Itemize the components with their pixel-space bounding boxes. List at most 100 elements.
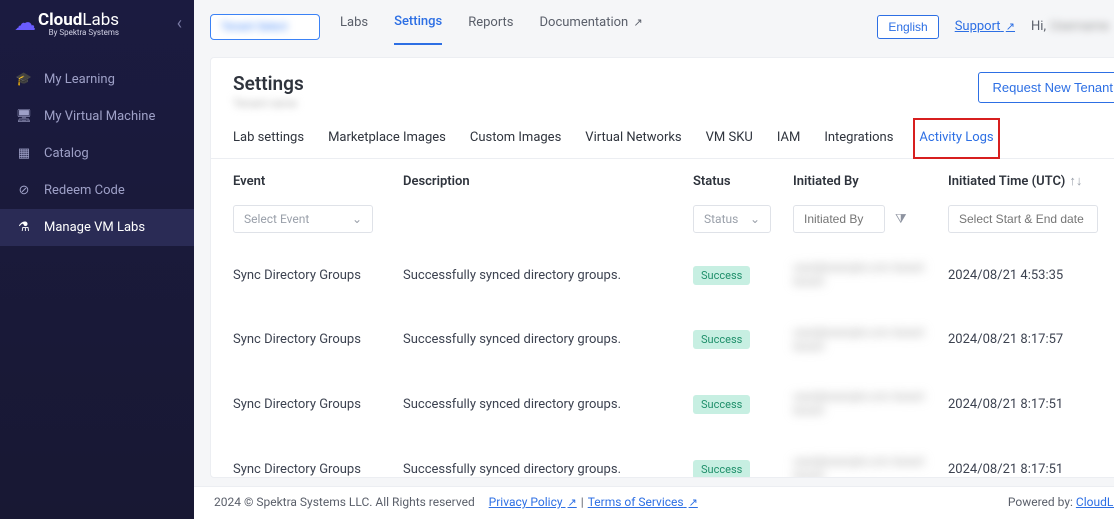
terms-link[interactable]: Terms of Services ↗ <box>588 495 698 509</box>
sidebar-item-manage-vm-labs[interactable]: ⚗Manage VM Labs <box>0 209 194 246</box>
filter-event-select[interactable]: Select Event ⌄ <box>233 205 373 233</box>
cell-event: Sync Directory Groups <box>233 397 403 412</box>
subtab-integrations[interactable]: Integrations <box>824 120 893 158</box>
th-description: Description <box>403 174 693 189</box>
page-subtitle-blurred: Tenant name <box>233 97 304 110</box>
th-initiated-by: Initiated By <box>793 174 948 189</box>
greeting-prefix: Hi, <box>1031 19 1046 34</box>
privacy-policy-label: Privacy Policy <box>489 495 563 509</box>
filter-event-placeholder: Select Event <box>244 212 309 226</box>
table-row: Sync Directory GroupsSuccessfully synced… <box>233 372 1114 437</box>
cell-event: Sync Directory Groups <box>233 332 403 347</box>
sidebar-header: ☁ CloudLabs By Spektra Systems ‹ <box>0 0 194 49</box>
powered-by-link[interactable]: CloudLabs ↗ <box>1076 495 1114 509</box>
sort-icon: ↑↓ <box>1069 173 1082 189</box>
cloud-icon: ☁ <box>14 11 36 36</box>
cell-initiated-by-blurred: user@example.com tenanttenant <box>793 326 948 355</box>
settings-panel: Settings Tenant name Request New Tenant … <box>210 57 1114 478</box>
cell-time: 2024/08/21 8:17:51 <box>948 462 1114 477</box>
nav-icon: ▦ <box>16 146 32 161</box>
status-badge: Success <box>693 460 750 477</box>
table-row: Sync Directory GroupsSuccessfully synced… <box>233 308 1114 373</box>
subtab-activity-logs[interactable]: Activity Logs <box>913 118 999 159</box>
sidebar-item-label: Redeem Code <box>44 183 125 198</box>
nav-icon: 🎓 <box>16 72 32 87</box>
chevron-down-icon: ⌄ <box>750 212 760 226</box>
support-link[interactable]: Support ↗ <box>955 19 1015 34</box>
nav-icon: ⊘ <box>16 183 32 198</box>
subtab-custom-images[interactable]: Custom Images <box>470 120 561 158</box>
sidebar-item-redeem-code[interactable]: ⊘ Redeem Code <box>0 172 194 209</box>
brand-logo[interactable]: ☁ CloudLabs By Spektra Systems <box>14 10 119 37</box>
table-row: Sync Directory GroupsSuccessfully synced… <box>233 243 1114 308</box>
status-badge: Success <box>693 395 750 414</box>
support-link-label: Support <box>955 19 1001 34</box>
cell-description: Successfully synced directory groups. <box>403 397 693 412</box>
cell-initiated-by-blurred: user@example.com tenanttenant <box>793 261 948 290</box>
cell-initiated-by-blurred: user@example.com tenanttenant <box>793 390 948 419</box>
topnav-settings[interactable]: Settings <box>394 8 442 45</box>
table-filter-row: Select Event ⌄ Status ⌄ ⧩ <box>233 189 1114 243</box>
sidebar-item-my-virtual-machine[interactable]: 🖥My Virtual Machine <box>0 98 194 135</box>
th-initiated-time[interactable]: Initiated Time (UTC) ↑↓ <box>948 173 1114 189</box>
powered-by-label: CloudLabs <box>1076 495 1114 509</box>
status-badge: Success <box>693 266 750 285</box>
chevron-down-icon: ⌄ <box>352 212 362 226</box>
table-header-row: Event Description Status Initiated By In… <box>233 173 1114 189</box>
tenant-select-value-blurred: Tenant Select <box>221 20 288 33</box>
footer-copyright: 2024 © Spektra Systems LLC. All Rights r… <box>214 495 475 509</box>
main-area: Tenant Select Labs Settings Reports Documen… <box>194 0 1114 519</box>
external-link-icon: ↗ <box>568 496 577 509</box>
status-badge: Success <box>693 330 750 349</box>
funnel-icon[interactable]: ⧩ <box>895 212 907 227</box>
topnav-links: Labs Settings Reports Documentation ↗ <box>340 8 643 45</box>
request-new-tenant-button[interactable]: Request New Tenant <box>978 72 1114 103</box>
sidebar-item-label: Catalog <box>44 146 89 161</box>
subtab-virtual-networks[interactable]: Virtual Networks <box>585 120 681 158</box>
filter-status-placeholder: Status <box>704 212 738 226</box>
sidebar-collapse-icon[interactable]: ‹ <box>177 13 182 34</box>
footer: 2024 © Spektra Systems LLC. All Rights r… <box>194 486 1114 519</box>
page-title: Settings <box>233 72 304 95</box>
cell-description: Successfully synced directory groups. <box>403 268 693 283</box>
sidebar-item-catalog[interactable]: ▦ Catalog <box>0 135 194 172</box>
cell-time: 2024/08/21 8:17:57 <box>948 332 1114 347</box>
privacy-policy-link[interactable]: Privacy Policy ↗ <box>489 495 577 509</box>
powered-by-prefix: Powered by: <box>1008 495 1073 509</box>
th-status: Status <box>693 174 793 189</box>
nav-icon: ⚗ <box>16 220 32 235</box>
language-button[interactable]: English <box>877 15 938 39</box>
topnav-reports[interactable]: Reports <box>468 9 513 44</box>
cell-time: 2024/08/21 4:53:35 <box>948 268 1114 283</box>
terms-label: Terms of Services <box>588 495 684 509</box>
cell-description: Successfully synced directory groups. <box>403 462 693 477</box>
sidebar: ☁ CloudLabs By Spektra Systems ‹ 🎓My Lea… <box>0 0 194 519</box>
filter-date-input[interactable] <box>948 205 1098 233</box>
external-link-icon: ↗ <box>633 16 642 29</box>
sidebar-nav: 🎓My Learning🖥My Virtual Machine ▦ Catalog ⊘… <box>0 49 194 246</box>
greeting-name-blurred: Username <box>1050 19 1109 34</box>
subtab-vm-sku[interactable]: VM SKU <box>706 120 753 158</box>
topnav-labs[interactable]: Labs <box>340 9 368 44</box>
table-row: Sync Directory GroupsSuccessfully synced… <box>233 437 1114 477</box>
sidebar-item-my-learning[interactable]: 🎓My Learning <box>0 61 194 98</box>
greeting: Hi, Username <box>1031 19 1109 34</box>
filter-initiated-input[interactable] <box>793 205 885 233</box>
activity-log-table: Event Description Status Initiated By In… <box>211 159 1114 477</box>
subtab-iam[interactable]: IAM <box>777 120 800 158</box>
external-link-icon: ↗ <box>689 496 698 509</box>
topnav-documentation[interactable]: Documentation ↗ <box>540 9 643 44</box>
tenant-select[interactable]: Tenant Select <box>210 14 320 40</box>
brand-name-light: Labs <box>82 10 119 30</box>
subtab-lab-settings[interactable]: Lab settings <box>233 120 304 158</box>
brand-name-bold: Cloud <box>38 10 82 30</box>
cell-time: 2024/08/21 8:17:51 <box>948 397 1114 412</box>
brand-byline: By Spektra Systems <box>38 28 119 37</box>
settings-subtabs: Lab settings Marketplace Images Custom Ima… <box>211 116 1114 159</box>
external-link-icon: ↗ <box>1006 20 1015 33</box>
th-initiated-time-label: Initiated Time (UTC) <box>948 174 1065 189</box>
cell-initiated-by-blurred: user@example.com tenanttenant <box>793 455 948 477</box>
topbar: Tenant Select Labs Settings Reports Documen… <box>194 0 1114 45</box>
filter-status-select[interactable]: Status ⌄ <box>693 205 771 233</box>
subtab-marketplace-images[interactable]: Marketplace Images <box>328 120 446 158</box>
